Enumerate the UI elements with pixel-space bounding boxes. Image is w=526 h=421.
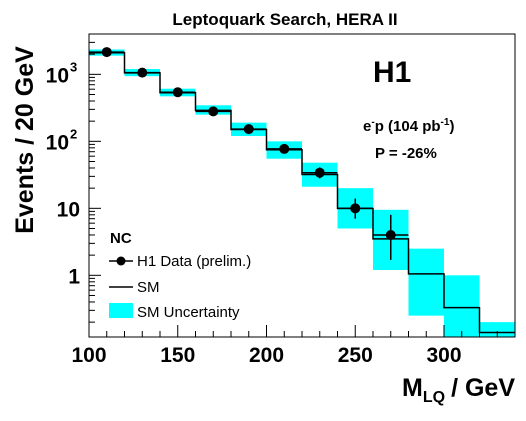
- legend-unc-label: SM Uncertainty: [137, 304, 240, 321]
- legend-data-label: H1 Data (prelim.): [137, 253, 251, 270]
- beam-info: e-p (104 pb-1): [363, 117, 454, 135]
- y-tick-label: 10: [46, 131, 69, 154]
- beam-lumi: p (104 pb: [375, 118, 441, 135]
- beam-letter: e: [363, 118, 371, 135]
- sm-uncertainty-band: [479, 322, 515, 337]
- x-axis-label-unit: / GeV: [451, 374, 515, 402]
- y-tick-label: 10: [46, 64, 69, 87]
- x-tick-label: 200: [249, 344, 284, 367]
- x-axis-label-main: M: [402, 374, 423, 402]
- x-tick-label: 300: [426, 344, 461, 367]
- experiment-label: H1: [373, 56, 411, 89]
- sm-uncertainty-band: [444, 275, 480, 337]
- plot-area: [89, 47, 515, 337]
- data-point: [385, 229, 396, 240]
- data-point: [137, 67, 148, 78]
- x-tick-label: 150: [160, 344, 195, 367]
- sm-histogram-line: [89, 51, 515, 334]
- y-tick-label: 10: [57, 198, 80, 221]
- legend-sm-label: SM: [137, 279, 160, 296]
- legend-title: NC: [110, 230, 132, 247]
- x-axis-label-sub: LQ: [423, 389, 445, 406]
- data-point: [350, 203, 361, 214]
- y-tick-exponent: 3: [70, 59, 77, 74]
- legend: NC H1 Data (prelim.) SM SM Uncertainty: [109, 230, 251, 321]
- polarization-info: P = -26%: [375, 145, 437, 162]
- lumi-exponent: -1: [441, 117, 450, 128]
- data-point: [101, 47, 112, 58]
- x-axis-label: MLQ / GeV: [402, 374, 515, 406]
- x-tick-label: 250: [338, 344, 373, 367]
- data-point: [243, 124, 254, 135]
- y-tick-exponent: 2: [70, 126, 77, 141]
- data-point: [314, 167, 325, 178]
- sm-uncertainty-band: [408, 248, 444, 316]
- data-point: [208, 106, 219, 117]
- legend-data-marker: [116, 256, 126, 266]
- x-tick-label: 100: [71, 344, 106, 367]
- lumi-close: ): [449, 118, 454, 135]
- y-axis-label: Events / 20 GeV: [11, 46, 39, 234]
- data-point: [172, 87, 183, 98]
- y-tick-label: 1: [68, 265, 80, 288]
- beam-charge: -: [371, 117, 374, 128]
- legend-unc-swatch: [109, 303, 133, 318]
- chart-title: Leptoquark Search, HERA II: [172, 10, 397, 29]
- data-point: [279, 143, 290, 154]
